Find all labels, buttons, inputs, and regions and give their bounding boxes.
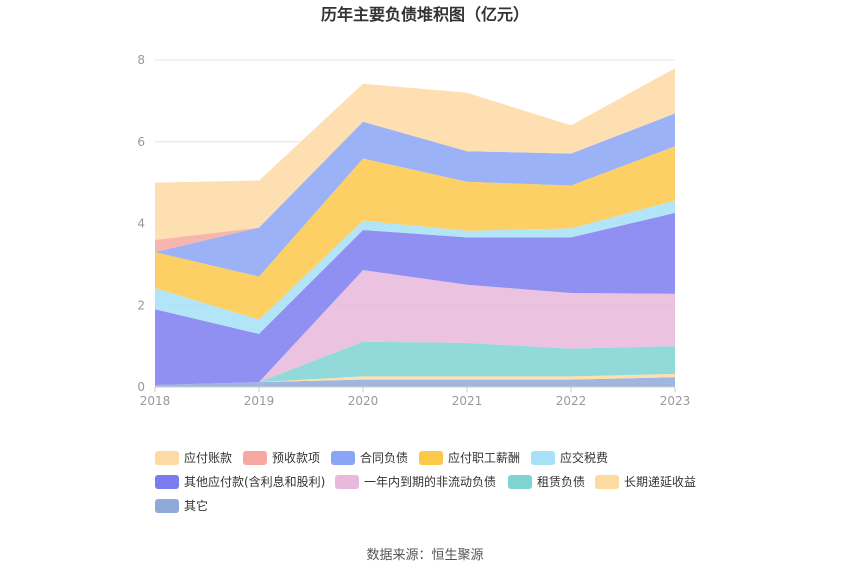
y-tick-label: 2 [137, 298, 145, 312]
legend-label: 其他应付款(含利息和股利) [184, 474, 325, 489]
legend-item[interactable]: 其它 [155, 498, 208, 513]
legend-label: 租赁负债 [537, 475, 585, 489]
legend-swatch [155, 499, 179, 513]
legend-label: 预收款项 [272, 451, 320, 465]
area-series-4 [155, 212, 675, 385]
x-tick-label: 2019 [244, 394, 275, 408]
x-tick-label: 2022 [556, 394, 587, 408]
legend-item[interactable]: 应付职工薪酬 [419, 450, 520, 465]
y-tick-label: 8 [137, 53, 145, 67]
legend-item[interactable]: 预收款项 [243, 451, 320, 465]
legend-swatch [531, 451, 555, 465]
data-source-note: 数据来源：恒生聚源 [366, 548, 483, 563]
legend-swatch [508, 475, 532, 489]
area-series-5 [155, 200, 675, 334]
legend-swatch [155, 475, 179, 489]
legend-swatch [243, 451, 267, 465]
area-series [155, 68, 675, 387]
legend-swatch [331, 451, 355, 465]
legend-swatch [335, 475, 359, 489]
area-series-8 [155, 113, 675, 253]
x-tick-label: 2018 [140, 394, 171, 408]
area-series-6 [155, 146, 675, 320]
legend-item[interactable]: 应交税费 [531, 450, 608, 465]
y-tick-label: 4 [137, 217, 145, 231]
legend-item[interactable]: 合同负债 [331, 450, 408, 465]
chart-title: 历年主要负债堆积图（亿元） [321, 5, 529, 24]
legend-label: 长期递延收益 [624, 475, 696, 489]
legend-item[interactable]: 租赁负债 [508, 475, 585, 489]
legend-item[interactable]: 一年内到期的非流动负债 [335, 474, 496, 489]
legend-item[interactable]: 其他应付款(含利息和股利) [155, 474, 325, 489]
area-series-3 [155, 270, 675, 385]
legend-label: 应付账款 [184, 450, 232, 465]
x-tick-label: 2023 [660, 394, 691, 408]
legend-label: 其它 [184, 498, 208, 513]
legend-item[interactable]: 应付账款 [155, 450, 232, 465]
legend-swatch [155, 451, 179, 465]
legend-label: 合同负债 [360, 450, 408, 465]
area-series-7 [155, 113, 675, 277]
axes: 0 2 4 6 8 2018 2019 2020 2021 2022 2023 [137, 53, 690, 408]
x-tick-label: 2020 [348, 394, 379, 408]
y-tick-label: 6 [137, 135, 145, 149]
area-series-0 [155, 377, 675, 387]
legend-item[interactable]: 长期递延收益 [595, 475, 696, 489]
area-series-2 [155, 341, 675, 385]
area-series-9 [155, 68, 675, 240]
legend-label: 应付职工薪酬 [448, 450, 520, 465]
area-series-1 [155, 373, 675, 385]
legend-label: 应交税费 [560, 450, 608, 465]
legend-swatch [419, 451, 443, 465]
x-tick-label: 2021 [452, 394, 483, 408]
y-tick-label: 0 [137, 380, 145, 394]
legend-swatch [595, 475, 619, 489]
legend-label: 一年内到期的非流动负债 [364, 474, 496, 489]
